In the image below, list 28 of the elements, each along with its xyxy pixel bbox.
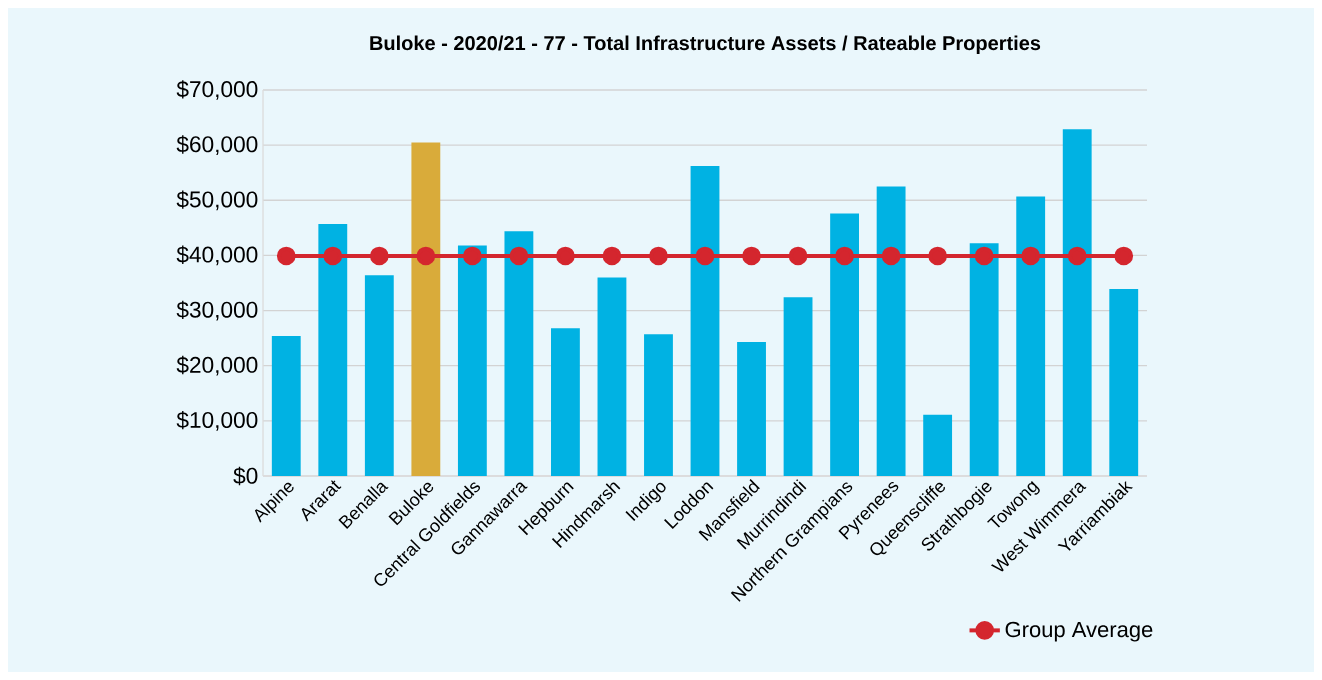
- y-tick-label: $10,000: [176, 411, 258, 431]
- bar: [830, 213, 860, 476]
- bar: [597, 277, 627, 476]
- bar: [504, 231, 534, 476]
- y-tick-label: $60,000: [176, 135, 258, 155]
- bar: [551, 328, 580, 476]
- bar: [1109, 289, 1139, 476]
- y-tick-label: $30,000: [176, 300, 258, 321]
- bar: [457, 245, 487, 476]
- legend-label: Group Average: [1005, 621, 1153, 642]
- bar: [737, 341, 766, 476]
- bar: [1016, 196, 1046, 476]
- chart-title: Buloke - 2020/21 - 77 - Total Infrastructure Assets / Rateable Properties: [370, 35, 1041, 55]
- y-tick-label: $40,000: [176, 245, 258, 266]
- bar: [923, 414, 953, 476]
- y-tick-label: $50,000: [176, 190, 258, 211]
- bar: [411, 142, 441, 476]
- bar: [318, 223, 348, 476]
- bar: [969, 243, 999, 476]
- bar: [1062, 129, 1092, 476]
- bar: [644, 334, 673, 476]
- y-tick-label: $70,000: [176, 80, 258, 100]
- bar: [271, 335, 301, 476]
- bar: [364, 275, 394, 476]
- bar: [783, 297, 813, 476]
- bar: [876, 186, 906, 476]
- y-tick-label: $20,000: [176, 355, 258, 376]
- bar: [690, 166, 720, 476]
